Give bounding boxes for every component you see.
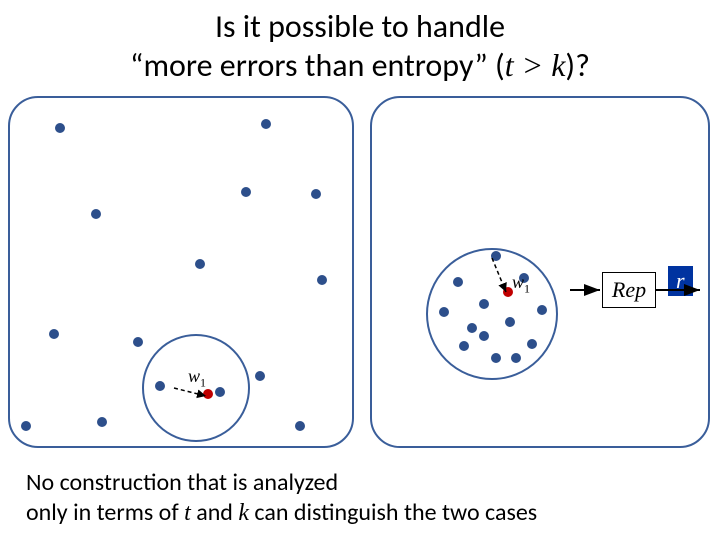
right-panel: w1 bbox=[370, 96, 710, 448]
title-line1: Is it possible to handle bbox=[215, 7, 505, 46]
title: Is it possible to handle “more errors th… bbox=[0, 8, 720, 86]
rep-box: Rep bbox=[602, 272, 656, 308]
footer-text: No construction that is analyzed only in… bbox=[26, 468, 537, 528]
title-tk: t > k bbox=[505, 47, 566, 83]
footer-k: k bbox=[238, 500, 249, 526]
footer-l2a: only in terms of bbox=[26, 498, 184, 527]
left-panel: w1 bbox=[8, 96, 354, 448]
r-box: r bbox=[668, 266, 693, 296]
footer-and: and bbox=[191, 498, 239, 527]
footer-line1: No construction that is analyzed bbox=[26, 468, 338, 497]
left-dash-arrow bbox=[10, 98, 352, 446]
title-line2a: “more errors than entropy” ( bbox=[130, 46, 505, 85]
title-line2b: )? bbox=[565, 46, 590, 85]
footer-t: t bbox=[184, 500, 191, 526]
right-dash-arrow bbox=[372, 98, 708, 446]
footer-l2b: can distinguish the two cases bbox=[249, 498, 537, 527]
